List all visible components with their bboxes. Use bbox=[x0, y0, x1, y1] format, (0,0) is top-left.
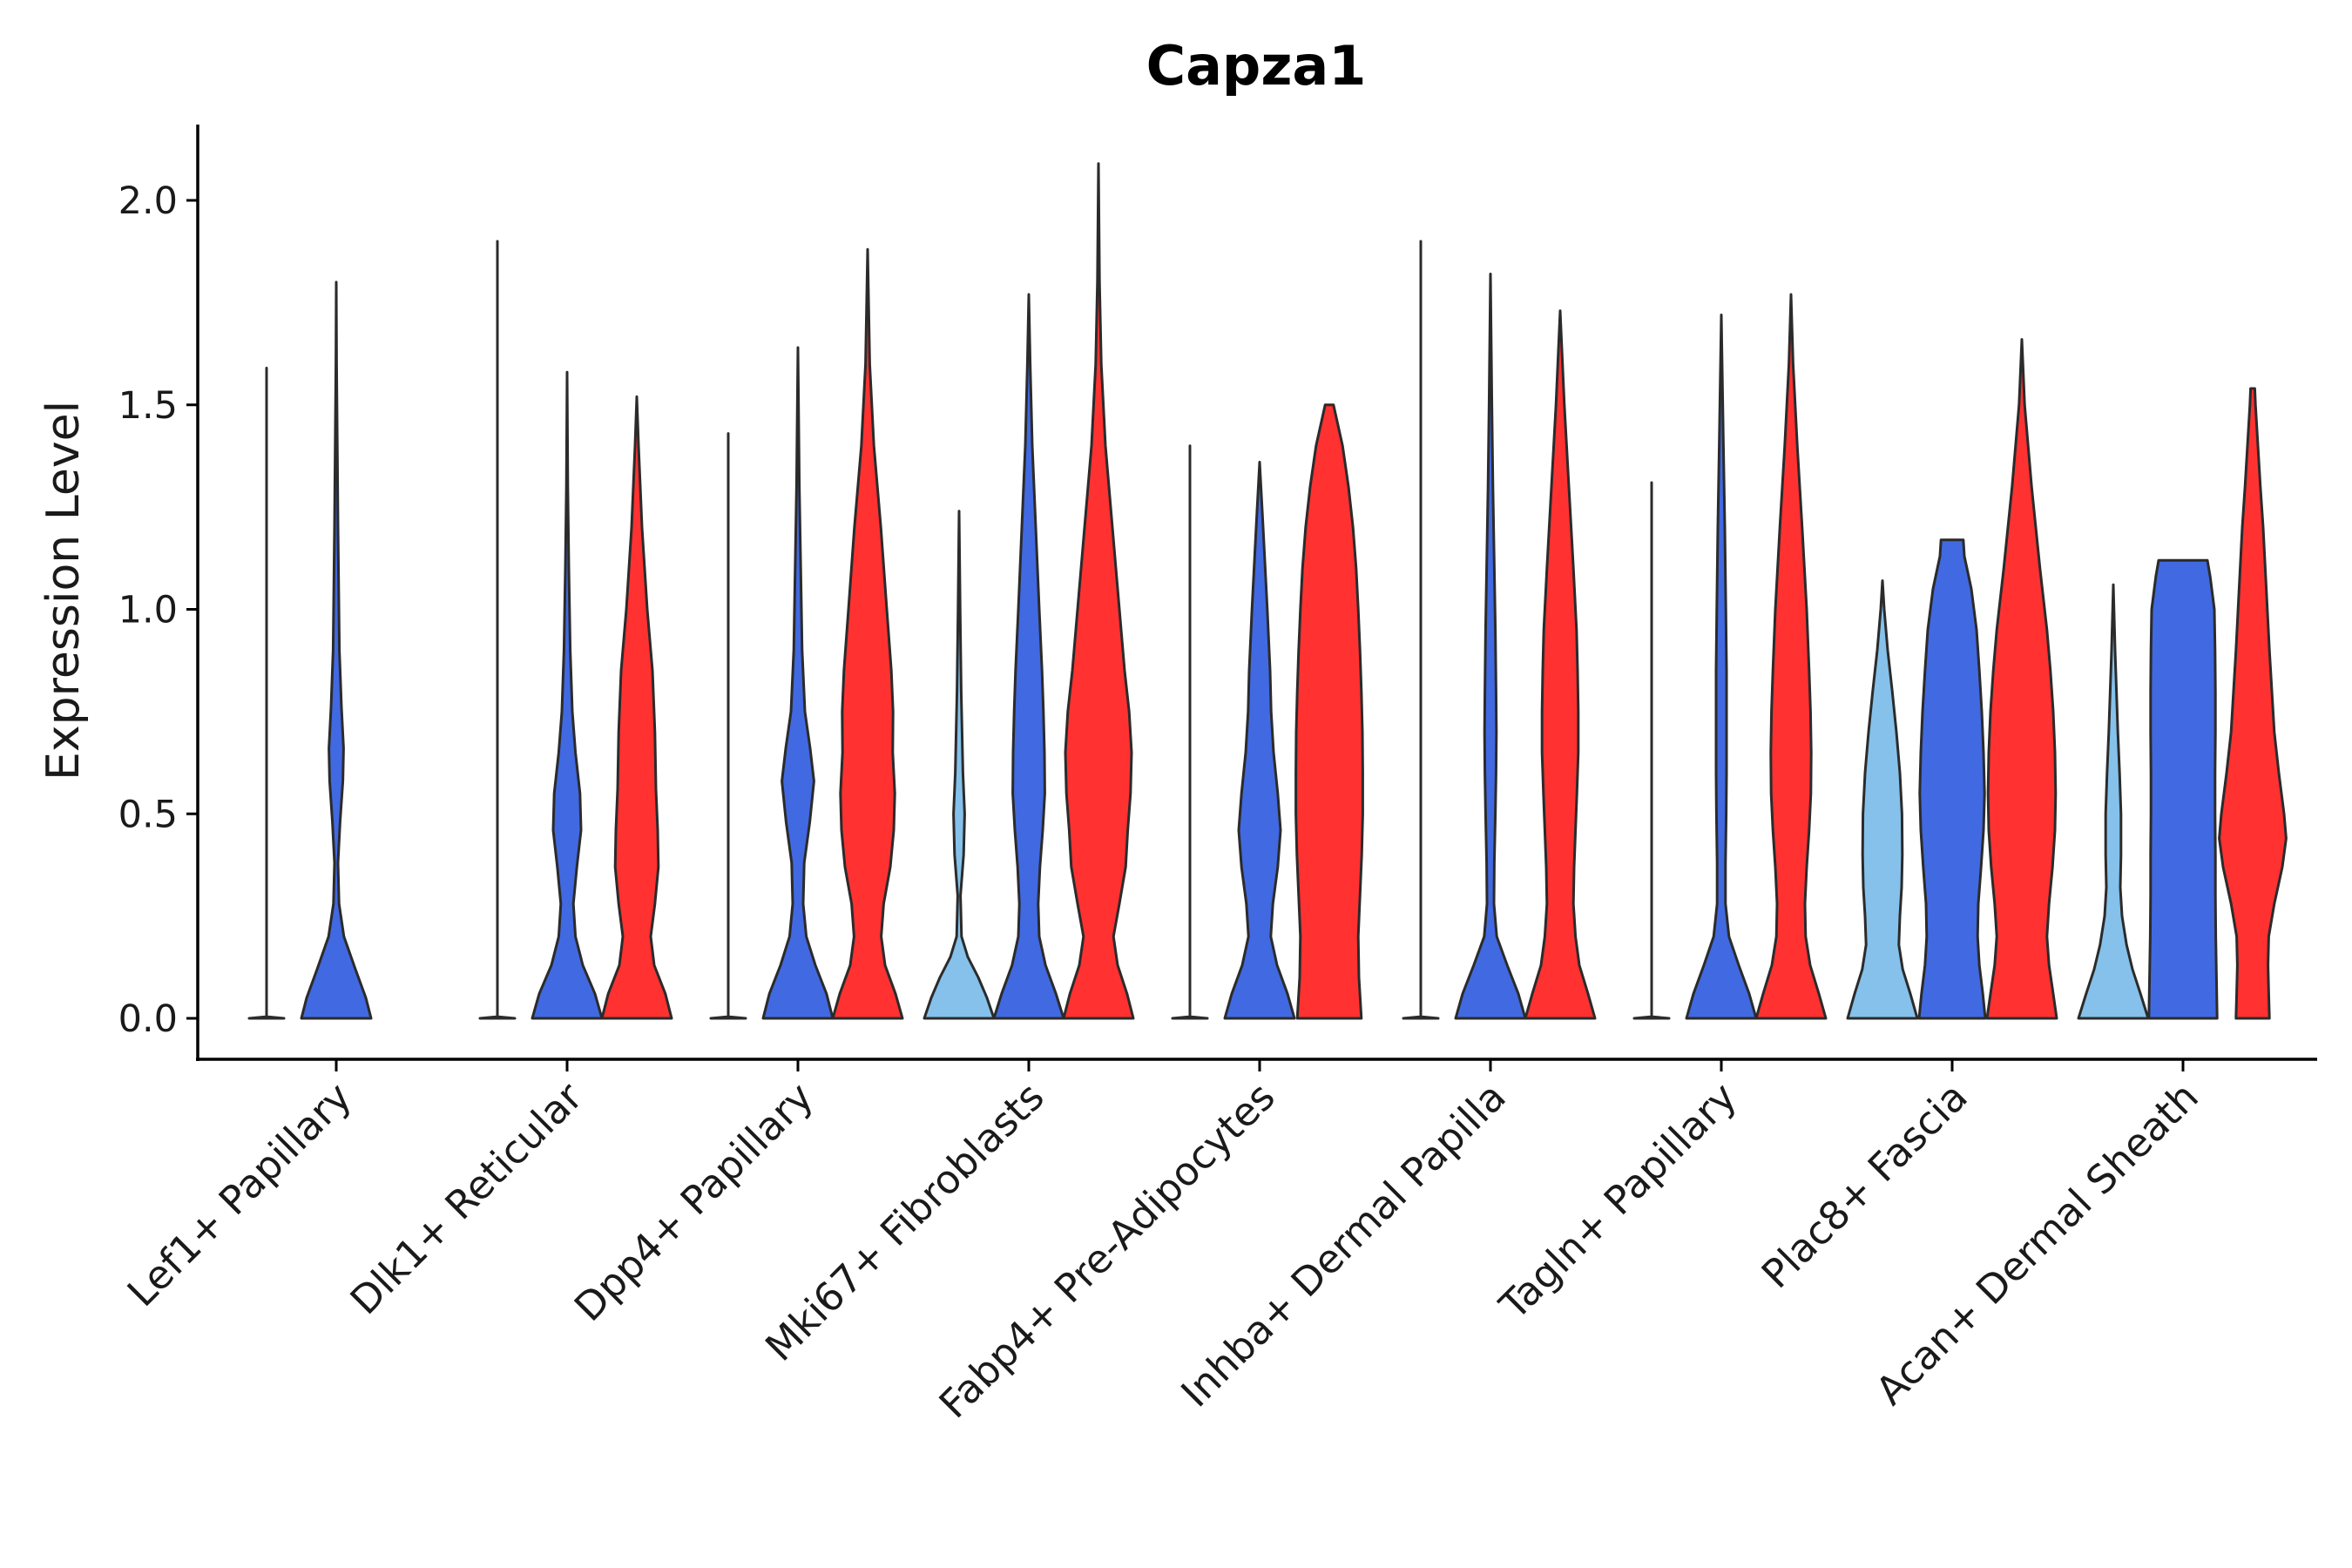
violin-3-3 bbox=[831, 247, 904, 1020]
violin-5-1 bbox=[1171, 444, 1209, 1020]
violin-8-2 bbox=[1917, 538, 1987, 1020]
violin-5-3 bbox=[1294, 403, 1364, 1020]
violin-2-2 bbox=[531, 370, 604, 1020]
x-tick-label: Dpp4+ Papillary bbox=[565, 1073, 822, 1330]
violin-9-1 bbox=[2077, 583, 2150, 1020]
violin-6-2 bbox=[1454, 273, 1527, 1020]
violin-9-2 bbox=[2147, 558, 2219, 1020]
violin-1-1 bbox=[247, 367, 286, 1020]
y-tick-label: 1.5 bbox=[118, 384, 178, 428]
violin-6-1 bbox=[1402, 240, 1440, 1020]
y-tick-label: 0.5 bbox=[118, 793, 178, 836]
y-tick-label: 2.0 bbox=[118, 179, 178, 223]
violin-2-1 bbox=[478, 240, 517, 1020]
x-tick-label: Lef1+ Papillary bbox=[118, 1073, 361, 1315]
violin-5-2 bbox=[1223, 461, 1296, 1020]
y-axis-label: Expression Level bbox=[37, 401, 90, 781]
violin-4-1 bbox=[923, 510, 996, 1020]
violin-2-3 bbox=[600, 395, 673, 1020]
y-tick-label: 0.0 bbox=[118, 997, 178, 1041]
violin-4-2 bbox=[992, 293, 1065, 1020]
violin-3-2 bbox=[761, 346, 835, 1020]
violin-7-2 bbox=[1685, 314, 1758, 1020]
x-tick-label: Tagln+ Papillary bbox=[1490, 1073, 1746, 1328]
x-tick-label: Plac8+ Fascia bbox=[1753, 1073, 1977, 1297]
violin-7-1 bbox=[1632, 481, 1671, 1020]
x-tick-label: Dlk1+ Reticular bbox=[341, 1073, 591, 1323]
violin-8-3 bbox=[1985, 338, 2058, 1020]
violin-1-2 bbox=[300, 280, 373, 1020]
axes-layer bbox=[196, 125, 2317, 1061]
y-tick-label: 1.0 bbox=[118, 589, 178, 632]
y-ticks: 0.0 0.5 1.0 1.5 2.0 bbox=[118, 179, 198, 1041]
violin-3-1 bbox=[709, 432, 747, 1020]
violins-layer bbox=[247, 162, 2288, 1020]
chart-title: Capza1 bbox=[1146, 34, 1367, 98]
violin-6-3 bbox=[1524, 309, 1597, 1020]
violin-8-1 bbox=[1846, 579, 1919, 1020]
violin-4-3 bbox=[1062, 162, 1135, 1020]
violin-7-3 bbox=[1754, 293, 1828, 1020]
violin-9-3 bbox=[2218, 387, 2288, 1020]
